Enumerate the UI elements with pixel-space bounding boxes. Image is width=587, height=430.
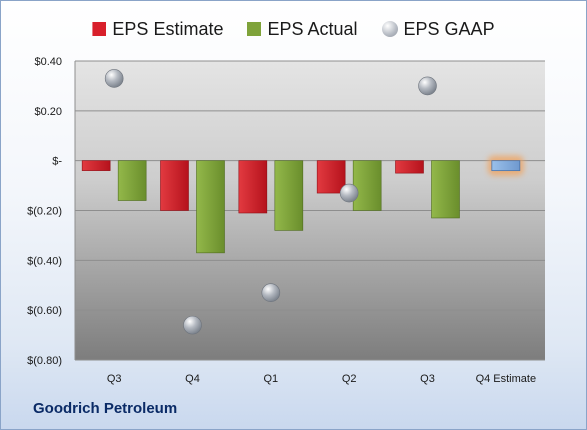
legend-item-estimate: EPS Estimate (92, 19, 223, 40)
bar-eps-actual (431, 160, 460, 219)
bar-eps-actual (352, 160, 382, 211)
bar-eps-estimate (316, 160, 346, 194)
legend-swatch-actual (247, 22, 262, 36)
y-tick-label: $(0.20) (27, 206, 62, 218)
x-tick-label: Q4 (185, 373, 200, 385)
legend-label-actual: EPS Actual (267, 18, 358, 39)
legend-swatch-estimate (92, 22, 107, 36)
x-tick-label: Q2 (342, 373, 357, 385)
bar-eps-actual (274, 160, 304, 231)
x-tick-label: Q1 (263, 373, 278, 385)
point-eps-gaap (261, 283, 281, 303)
y-tick-label: $(0.60) (27, 305, 62, 317)
x-tick-label: Q3 (420, 373, 435, 385)
company-name: Goodrich Petroleum (33, 400, 178, 417)
bar-eps-actual (196, 160, 225, 254)
y-tick-label: $- (52, 156, 62, 168)
legend-item-gaap: EPS GAAP (381, 18, 495, 40)
legend-swatch-gaap (381, 21, 398, 37)
y-tick-label: $(0.40) (27, 255, 62, 267)
legend-item-actual: EPS Actual (247, 18, 358, 40)
point-eps-gaap (339, 183, 359, 203)
y-tick-label: $(0.80) (27, 355, 62, 367)
bar-eps-estimate (81, 160, 111, 171)
point-eps-gaap (183, 315, 202, 335)
bar-forecast-estimate (491, 160, 521, 172)
x-tick-label: Q3 (107, 373, 122, 385)
legend-label-estimate: EPS Estimate (112, 18, 224, 39)
bar-eps-estimate (160, 160, 189, 211)
bar-eps-actual (117, 160, 147, 201)
y-tick-label: $0.40 (34, 56, 62, 68)
point-eps-gaap (104, 69, 124, 88)
legend-label-gaap: EPS GAAP (403, 18, 495, 39)
bar-eps-estimate (238, 160, 268, 214)
y-tick-label: $0.20 (34, 106, 62, 118)
point-eps-gaap (418, 76, 437, 96)
bar-eps-estimate (395, 160, 424, 174)
x-tick-label: Q4 Estimate (476, 373, 537, 385)
chart-legend: EPS Estimate EPS Actual EPS GAAP (0, 15, 587, 43)
